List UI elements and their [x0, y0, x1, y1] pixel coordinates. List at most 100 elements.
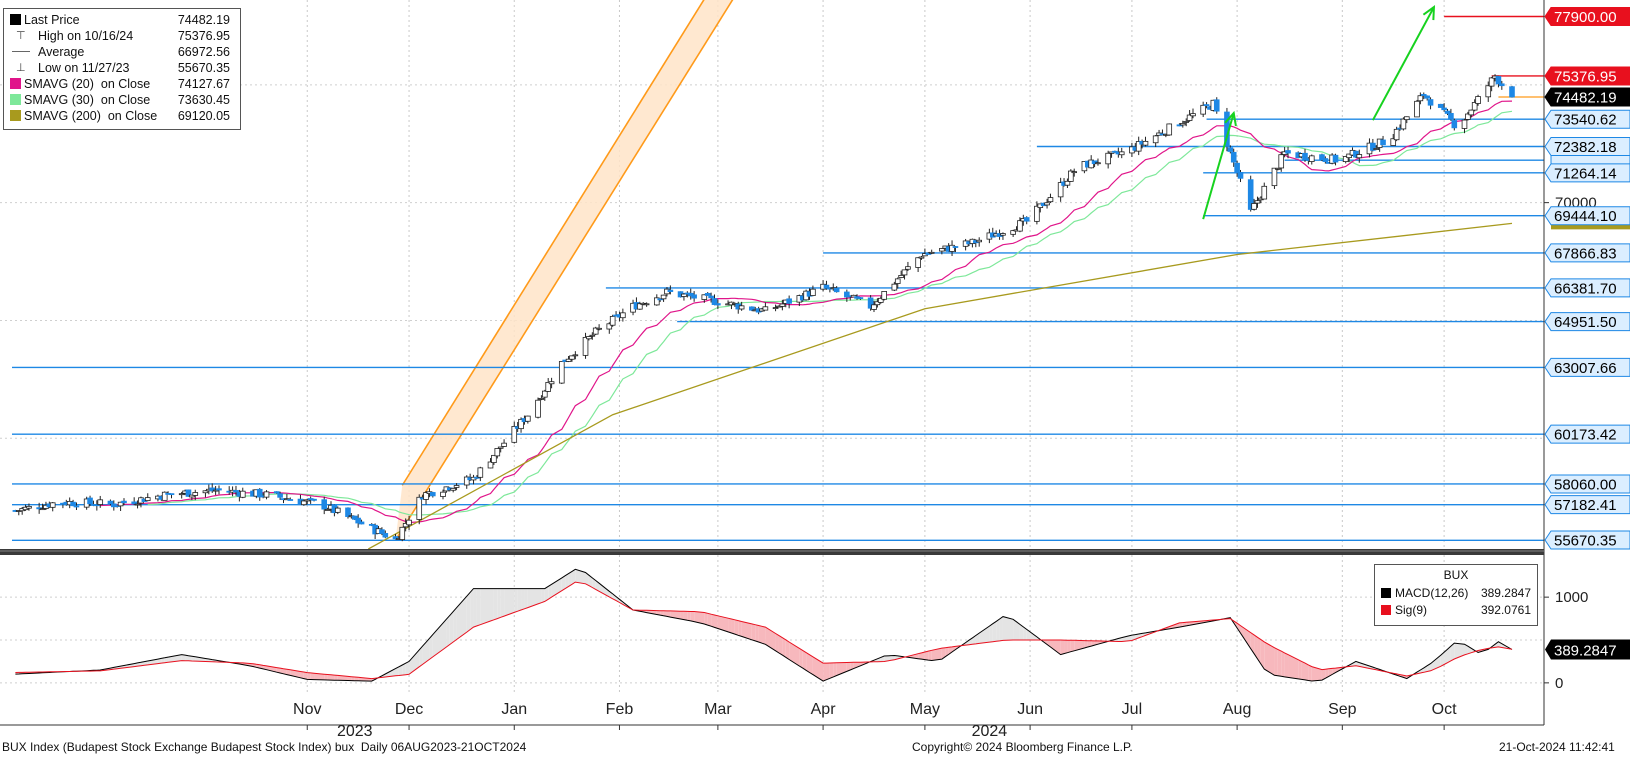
candle-body [844, 291, 850, 298]
macd-histogram-fill [571, 569, 576, 585]
candle-body [833, 287, 840, 293]
macd-histogram-fill [398, 665, 403, 676]
x-tick-label: Jan [501, 701, 527, 718]
legend-item-sma200: SMAVG (200) on Close 69120.05 [4, 108, 240, 124]
macd-histogram-fill [473, 588, 477, 628]
macd-histogram-fill [585, 572, 589, 586]
macd-value-tag-box [1545, 639, 1630, 660]
candle-body [491, 454, 497, 463]
candle-body [1451, 120, 1458, 129]
legend-label: MACD(12,26) [1395, 586, 1469, 600]
macd-histogram-fill [521, 588, 525, 610]
macd-histogram-fill [314, 673, 325, 680]
candle-body [749, 306, 755, 311]
candle-body [928, 251, 935, 254]
macd-histogram-fill [303, 672, 308, 680]
support-resistance-levels [12, 15, 1544, 541]
candle-body [134, 503, 141, 506]
macd-histogram-fill [527, 588, 539, 608]
macd-histogram-fill [161, 657, 165, 664]
macd-histogram-fill [945, 647, 949, 657]
green-arrow-line [1202, 112, 1235, 220]
candle-body [891, 283, 898, 291]
macd-histogram-fill [826, 662, 830, 680]
macd-histogram-fill [931, 648, 942, 661]
candle-body [898, 275, 904, 278]
candle-body [107, 500, 114, 504]
macd-histogram-fill [280, 668, 284, 674]
macd-histogram-fill [1186, 622, 1190, 626]
macd-histogram-fill [493, 588, 498, 620]
candle-body [1509, 86, 1515, 98]
macd-legend: BUX MACD(12,26) 389.2847 Sig(9) 392.0761 [1374, 564, 1538, 626]
price-tag: 77900.00 [1554, 9, 1617, 26]
legend-item-sma20: SMAVG (20) on Close 74127.67 [4, 76, 240, 92]
macd-histogram-fill [1016, 621, 1020, 640]
price-tag-box [1544, 357, 1630, 377]
macd-value-tag: 389.2847 [1554, 642, 1617, 659]
macd-histogram-fill [1254, 634, 1258, 659]
macd-histogram-fill [1444, 649, 1448, 665]
sma30-line [147, 110, 1513, 516]
candle-body [915, 257, 921, 268]
macd-histogram-fill [405, 661, 410, 675]
macd-histogram-fill [1023, 626, 1027, 640]
macd-histogram-fill [456, 596, 467, 640]
candle-body [925, 253, 932, 255]
legend-label: SMAVG (200) on Close [24, 109, 158, 123]
legend-color-square-icon [1381, 605, 1391, 615]
macd-histogram-fill [690, 611, 695, 622]
legend-color-square-icon [10, 78, 21, 89]
macd-histogram-fill [466, 592, 471, 633]
candle-body [1105, 152, 1111, 165]
macd-histogram-fill [1050, 640, 1061, 655]
macd-histogram-fill [918, 652, 922, 660]
candle-body [1485, 85, 1492, 98]
candle-body [1044, 202, 1050, 206]
macd-histogram-fill [707, 613, 712, 627]
macd-histogram-fill [538, 588, 542, 604]
macd-histogram-fill [497, 588, 501, 619]
uptrend-channel [394, 0, 734, 541]
candle-body [738, 305, 745, 310]
macd-histogram-fill [1308, 664, 1312, 681]
candle-body [1180, 123, 1186, 126]
candle-body [321, 499, 328, 510]
macd-histogram-fill [1179, 622, 1183, 628]
x-tick-label: Dec [395, 701, 423, 718]
grid-lines [0, 0, 1544, 694]
candle-body [474, 476, 480, 479]
candle-body [762, 306, 769, 311]
price-tag-box [1544, 312, 1630, 332]
candle-body [463, 476, 470, 486]
candle-body [701, 294, 708, 300]
candle-body [324, 509, 331, 511]
candle-body [263, 491, 270, 498]
candle-body [704, 293, 711, 296]
candle-body [1495, 76, 1502, 85]
macd-histogram-fill [711, 614, 715, 628]
candle-body [131, 501, 137, 505]
macd-histogram-fill [979, 626, 990, 644]
macd-histogram-fill [785, 639, 790, 660]
price-tag: 66381.70 [1554, 280, 1617, 297]
legend-label: SMAVG (20) on Close [24, 77, 151, 91]
candle-body [1400, 118, 1407, 130]
macd-histogram-fill [850, 662, 854, 670]
price-tag-box [1544, 163, 1630, 183]
macd-histogram-fill [354, 676, 359, 681]
candle-body [1095, 162, 1101, 165]
candle-body [1068, 170, 1074, 182]
macd-histogram-fill [395, 666, 399, 676]
macd-histogram-fill [1454, 643, 1465, 659]
candle-body [233, 490, 239, 493]
macd-histogram-fill [1084, 640, 1088, 648]
macd-histogram-fill [802, 650, 807, 671]
candle-body [1251, 203, 1257, 210]
candle-body [952, 246, 959, 248]
macd-histogram-fill [812, 656, 824, 682]
candle-body [1261, 185, 1268, 200]
price-tag: 64951.50 [1554, 314, 1617, 331]
candle-body [287, 499, 294, 501]
